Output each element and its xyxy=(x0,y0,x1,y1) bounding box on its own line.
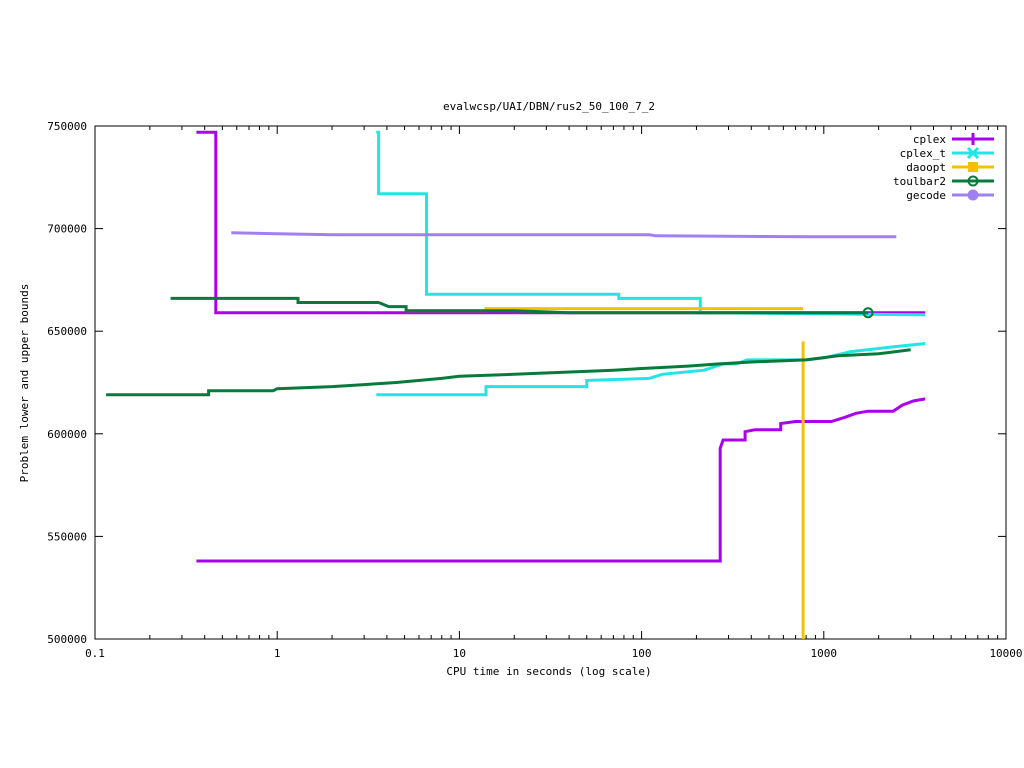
series-cplex-t-upper-line xyxy=(376,130,926,317)
series-cplex-lower-line xyxy=(196,397,926,563)
y-tick-label: 750000 xyxy=(47,120,87,133)
x-axis-label: CPU time in seconds (log scale) xyxy=(446,665,651,678)
x-tick-label: 0.1 xyxy=(85,647,105,660)
legend-marker-toulbar2 xyxy=(967,175,979,187)
series-toulbar2-upper-line xyxy=(170,296,869,315)
legend-label-daoopt: daoopt xyxy=(906,161,946,174)
x-tick-label: 1 xyxy=(274,647,281,660)
x-tick-label: 10 xyxy=(453,647,466,660)
x-tick-label: 100 xyxy=(632,647,652,660)
legend-marker-daoopt xyxy=(968,162,978,172)
series-toulbar2-marker xyxy=(862,307,874,319)
y-axis-label: Problem lower and upper bounds xyxy=(18,284,31,483)
y-axis: 500000 550000 600000 650000 700000 750000 xyxy=(47,120,1006,646)
plot-frame xyxy=(94,125,1007,640)
series-layer xyxy=(106,130,926,639)
y-tick-label: 550000 xyxy=(47,530,87,543)
x-axis: 0.1 1 10 100 1000 10000 xyxy=(85,126,1023,660)
legend-marker-gecode xyxy=(967,189,979,201)
series-toulbar2-lower-line xyxy=(106,348,911,397)
y-tick-label: 500000 xyxy=(47,633,87,646)
chart-title: evalwcsp/UAI/DBN/rus2_50_100_7_2 xyxy=(443,100,655,113)
legend-label-cplex-t: cplex_t xyxy=(900,147,946,160)
x-tick-label: 10000 xyxy=(989,647,1022,660)
legend-marker-cplex-t xyxy=(966,146,980,160)
legend-label-gecode: gecode xyxy=(906,189,946,202)
y-tick-label: 650000 xyxy=(47,325,87,338)
x-tick-label: 1000 xyxy=(811,647,838,660)
legend-label-cplex: cplex xyxy=(913,133,946,146)
y-tick-label: 600000 xyxy=(47,428,87,441)
y-tick-label: 700000 xyxy=(47,223,87,236)
legend-label-toulbar2: toulbar2 xyxy=(893,175,946,188)
series-gecode-upper-line xyxy=(231,231,897,239)
series-cplex-upper-line xyxy=(196,130,926,315)
